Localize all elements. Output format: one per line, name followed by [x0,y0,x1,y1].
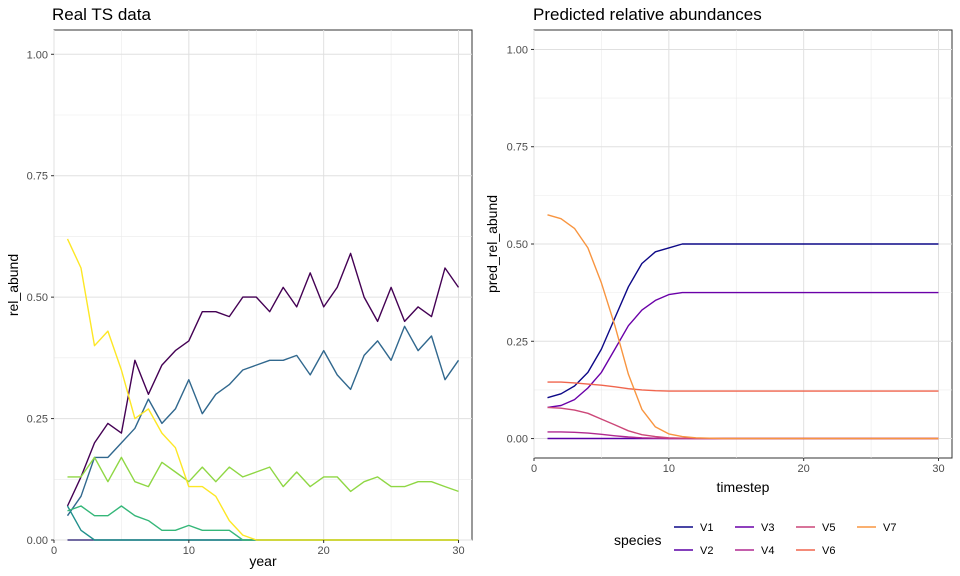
right-series-line-v6 [547,381,939,392]
legend-label-v4: V4 [761,545,774,557]
legend-item-v2: V2 [674,545,713,557]
right-y-tick-label: 0.00 [507,434,528,446]
right-series-line-v7 [547,214,939,440]
left-series-line-7 [66,238,459,541]
left-chart-title: Real TS data [52,5,151,24]
left-y-tick-label: 0.75 [27,171,48,183]
right-chart-title: Predicted relative abundances [533,5,762,24]
right-series-line-v3 [547,291,939,409]
left-x-ticks: 0 10 20 30 [51,540,465,557]
left-plot-area [53,29,473,541]
legend-item-v1: V1 [674,522,713,534]
right-y-axis-label: pred_rel_abund [484,195,500,293]
legend-item-v6: V6 [796,545,835,557]
right-panel: Predicted relative abundances 0.000.250.… [484,5,953,495]
left-y-tick-label: 0.50 [27,292,48,304]
left-x-tick-label: 30 [452,545,464,557]
legend-label-v7: V7 [883,522,896,534]
left-x-tick-label: 10 [183,545,195,557]
left-series-line-2 [66,325,460,517]
legend-label-v1: V1 [700,522,713,534]
left-y-axis-label: rel_abund [5,254,21,316]
right-x-tick-label: 0 [531,463,537,475]
left-y-tick-label: 1.00 [27,49,48,61]
legend-items: V1 V2 V3 V4 V5 V6 V7 [674,522,896,557]
legend-label-v6: V6 [822,545,835,557]
right-x-axis-label: timestep [717,479,770,495]
right-x-tick-label: 20 [798,463,810,475]
right-x-tick-label: 30 [932,463,944,475]
right-series-line-v1 [547,243,939,399]
legend-label-v5: V5 [822,522,835,534]
right-y-tick-label: 0.50 [507,239,528,251]
right-y-ticks: 0.00 0.25 0.50 0.75 1.00 [507,44,534,446]
left-panel: Real TS data 0.00 0.25 0.50 0.75 1.00 0 10 20 3… [5,5,473,569]
right-series-lines [547,214,939,440]
legend-title: species [614,532,661,548]
left-y-ticks: 0.00 0.25 0.50 0.75 1.00 [27,49,54,547]
legend-item-v7: V7 [857,522,896,534]
legend-item-v3: V3 [735,522,774,534]
species-legend: species V1 V2 V3 V4 V5 V6 V7 [614,522,896,557]
left-series-line-1 [66,252,460,507]
legend-item-v5: V5 [796,522,835,534]
right-y-tick-label: 0.25 [507,336,528,348]
legend-item-v4: V4 [735,545,774,557]
legend-label-v2: V2 [700,545,713,557]
left-y-tick-label: 0.00 [27,535,48,547]
right-x-ticks: 0 10 20 30 [531,458,945,475]
left-x-axis-label: year [249,553,277,569]
left-series-lines [66,238,460,541]
right-x-tick-label: 10 [663,463,675,475]
legend-label-v3: V3 [761,522,774,534]
right-y-tick-label: 0.75 [507,142,528,154]
left-series-line-6 [67,456,459,493]
right-y-tick-label: 1.00 [507,44,528,56]
left-y-tick-label: 0.25 [27,414,48,426]
left-x-tick-label: 0 [51,545,57,557]
left-x-tick-label: 20 [318,545,330,557]
